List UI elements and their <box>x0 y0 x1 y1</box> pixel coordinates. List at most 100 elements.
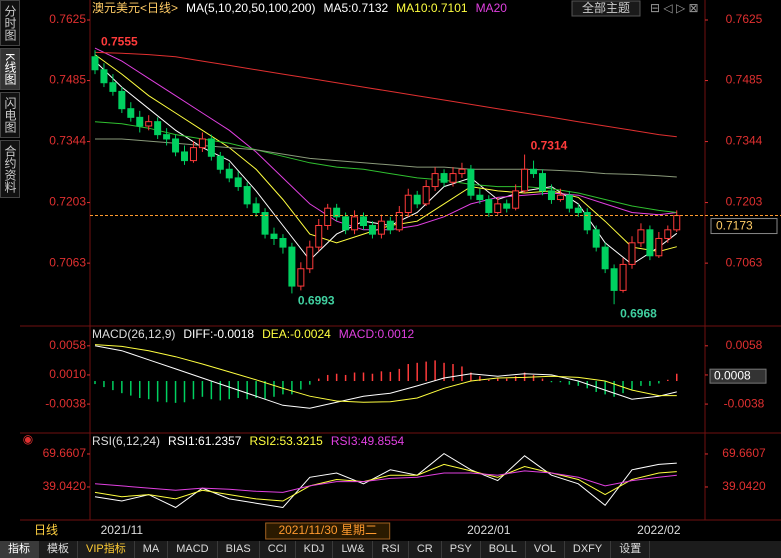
toolbar-item[interactable]: RSI <box>373 541 409 558</box>
cursor-date: 2021/11/30 星期二 <box>278 523 377 537</box>
last-price-label: 0.7173 <box>716 219 753 233</box>
candle-body <box>386 220 394 231</box>
legend-entry: DEA:-0.0024 <box>262 327 331 341</box>
candle-body <box>431 173 439 188</box>
candle-body <box>234 177 242 188</box>
y-tick-label: 0.7485 <box>726 73 763 87</box>
toolbar-item[interactable]: CCI <box>260 541 296 558</box>
candle-body <box>333 207 341 218</box>
extreme-label: 0.7314 <box>531 139 568 153</box>
legend-entry: MA5:0.7132 <box>323 1 388 15</box>
chart: 全部主题 ⊟ ◁ ▷ ⊠ 日线 澳元美元<日线> MA(5,10,20,50,10… <box>20 0 781 540</box>
y-tick-label: 0.7203 <box>49 195 86 209</box>
y-tick-label: -0.0038 <box>724 396 765 410</box>
toolbar-item[interactable]: CR <box>409 541 442 558</box>
y-tick-label: 0.7625 <box>49 12 86 26</box>
toolbar-item[interactable]: VOL <box>526 541 565 558</box>
y-tick-label: 39.0420 <box>43 479 87 493</box>
theme-button[interactable] <box>571 0 641 17</box>
toolbar-item[interactable]: MA <box>135 541 169 558</box>
candle-body <box>547 190 555 201</box>
legend-entry: DIFF:-0.0018 <box>183 327 254 341</box>
indicator-line <box>94 60 678 266</box>
candle-body <box>324 207 332 226</box>
toolbar-item[interactable]: 模板 <box>39 541 78 558</box>
x-tick-label: 2022/02 <box>637 523 681 537</box>
candle-body <box>467 168 475 196</box>
panel-title: MACD(26,12,9) <box>92 327 175 341</box>
candle-body <box>574 207 582 214</box>
indicator-label: MA(5,10,20,50,100,200) <box>186 1 315 15</box>
arrow-buttons[interactable]: ⊟ ◁ ▷ ⊠ <box>650 1 699 15</box>
y-tick-label: 0.7485 <box>49 73 86 87</box>
side-tab[interactable]: K线图 <box>0 48 20 91</box>
candle-body <box>198 138 206 149</box>
candle-body <box>646 229 654 257</box>
candle-body <box>440 173 448 183</box>
indicator-line <box>94 121 677 213</box>
x-tick-label: 2021/11 <box>101 523 144 537</box>
legend-entry: RSI3:49.8554 <box>331 434 405 448</box>
indicator-line <box>94 345 677 409</box>
side-tab[interactable]: 合约资料 <box>0 140 20 199</box>
panel-title: 澳元美元<日线> <box>92 1 178 15</box>
legend-entry: RSI2:53.3215 <box>249 434 323 448</box>
toolbar-item[interactable]: KDJ <box>296 541 334 558</box>
candle-body <box>628 242 636 265</box>
candle-body <box>395 212 403 231</box>
legend-entry: MA10:0.7101 <box>396 1 468 15</box>
candle-body <box>556 194 564 201</box>
candle-body <box>100 69 108 84</box>
panel-title: RSI(6,12,24) <box>92 434 160 448</box>
candle-body <box>136 116 144 127</box>
candle-body <box>118 90 126 110</box>
y-tick-label: 0.0058 <box>49 338 86 352</box>
y-tick-label: 0.0058 <box>726 338 763 352</box>
legend-entry: MACD:0.0012 <box>339 327 415 341</box>
candle-body <box>592 229 600 248</box>
candle-body <box>261 212 269 235</box>
candle-body <box>109 82 117 92</box>
candle-body <box>377 220 385 235</box>
side-tab[interactable]: 分时图 <box>0 0 20 46</box>
extreme-label: 0.6993 <box>298 294 335 308</box>
toolbar-item[interactable]: 指标 <box>0 541 39 558</box>
candle-body <box>225 168 233 179</box>
theme-button-label[interactable]: 全部主题 <box>582 0 630 15</box>
side-tab[interactable]: 闪电图 <box>0 92 20 139</box>
candle-body <box>342 216 350 231</box>
toolbar-item[interactable]: PSY <box>442 541 481 558</box>
legend-entry: MA20 <box>476 1 508 15</box>
toolbar-item[interactable]: BOLL <box>481 541 526 558</box>
toolbar-item[interactable]: VIP指标 <box>78 541 135 558</box>
toolbar-item[interactable]: DXFY <box>565 541 612 558</box>
toolbar-item[interactable]: 设置 <box>611 541 651 558</box>
settings-dot: ◉ <box>23 432 33 446</box>
candle-body <box>494 203 502 214</box>
candle-body <box>449 173 457 183</box>
candle-body <box>601 246 609 270</box>
indicator-line <box>94 470 677 493</box>
cursor-date-box <box>265 522 391 540</box>
candle-body <box>512 190 520 209</box>
macd-marker-label: 0.0008 <box>714 368 751 382</box>
toolbar: 指标 模板 VIP指标 MA MACD BIAS CCI KDJ LW& RSI CR PSY BOLL… <box>0 541 781 558</box>
candle-body <box>91 56 99 71</box>
candle-body <box>243 186 251 205</box>
extreme-label: 0.6968 <box>620 306 657 320</box>
candle-body <box>583 212 591 231</box>
toolbar-item[interactable]: MACD <box>168 541 218 558</box>
indicator-line <box>94 47 677 231</box>
candle-body <box>539 173 546 192</box>
candle-body <box>189 147 197 162</box>
toolbar-item[interactable]: BIAS <box>218 541 260 558</box>
toolbar-item[interactable]: LW& <box>333 541 374 558</box>
y-tick-label: 69.6607 <box>43 446 87 460</box>
x-tick-label: 2022/01 <box>467 523 511 537</box>
candle-body <box>503 203 511 209</box>
last-price-box <box>710 218 778 235</box>
candle-body <box>530 168 538 175</box>
candle-body <box>404 194 412 214</box>
candle-body <box>458 168 466 175</box>
extreme-label: 0.7555 <box>101 34 138 48</box>
